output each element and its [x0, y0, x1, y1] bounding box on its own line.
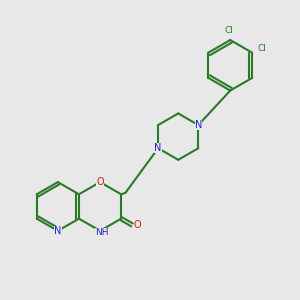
Text: O: O — [134, 220, 141, 230]
Text: Cl: Cl — [257, 44, 266, 53]
Text: N: N — [54, 226, 61, 236]
Text: NH: NH — [95, 228, 108, 237]
Text: N: N — [154, 143, 162, 153]
Text: O: O — [96, 177, 104, 187]
Text: Cl: Cl — [224, 26, 233, 35]
Text: N: N — [195, 120, 202, 130]
